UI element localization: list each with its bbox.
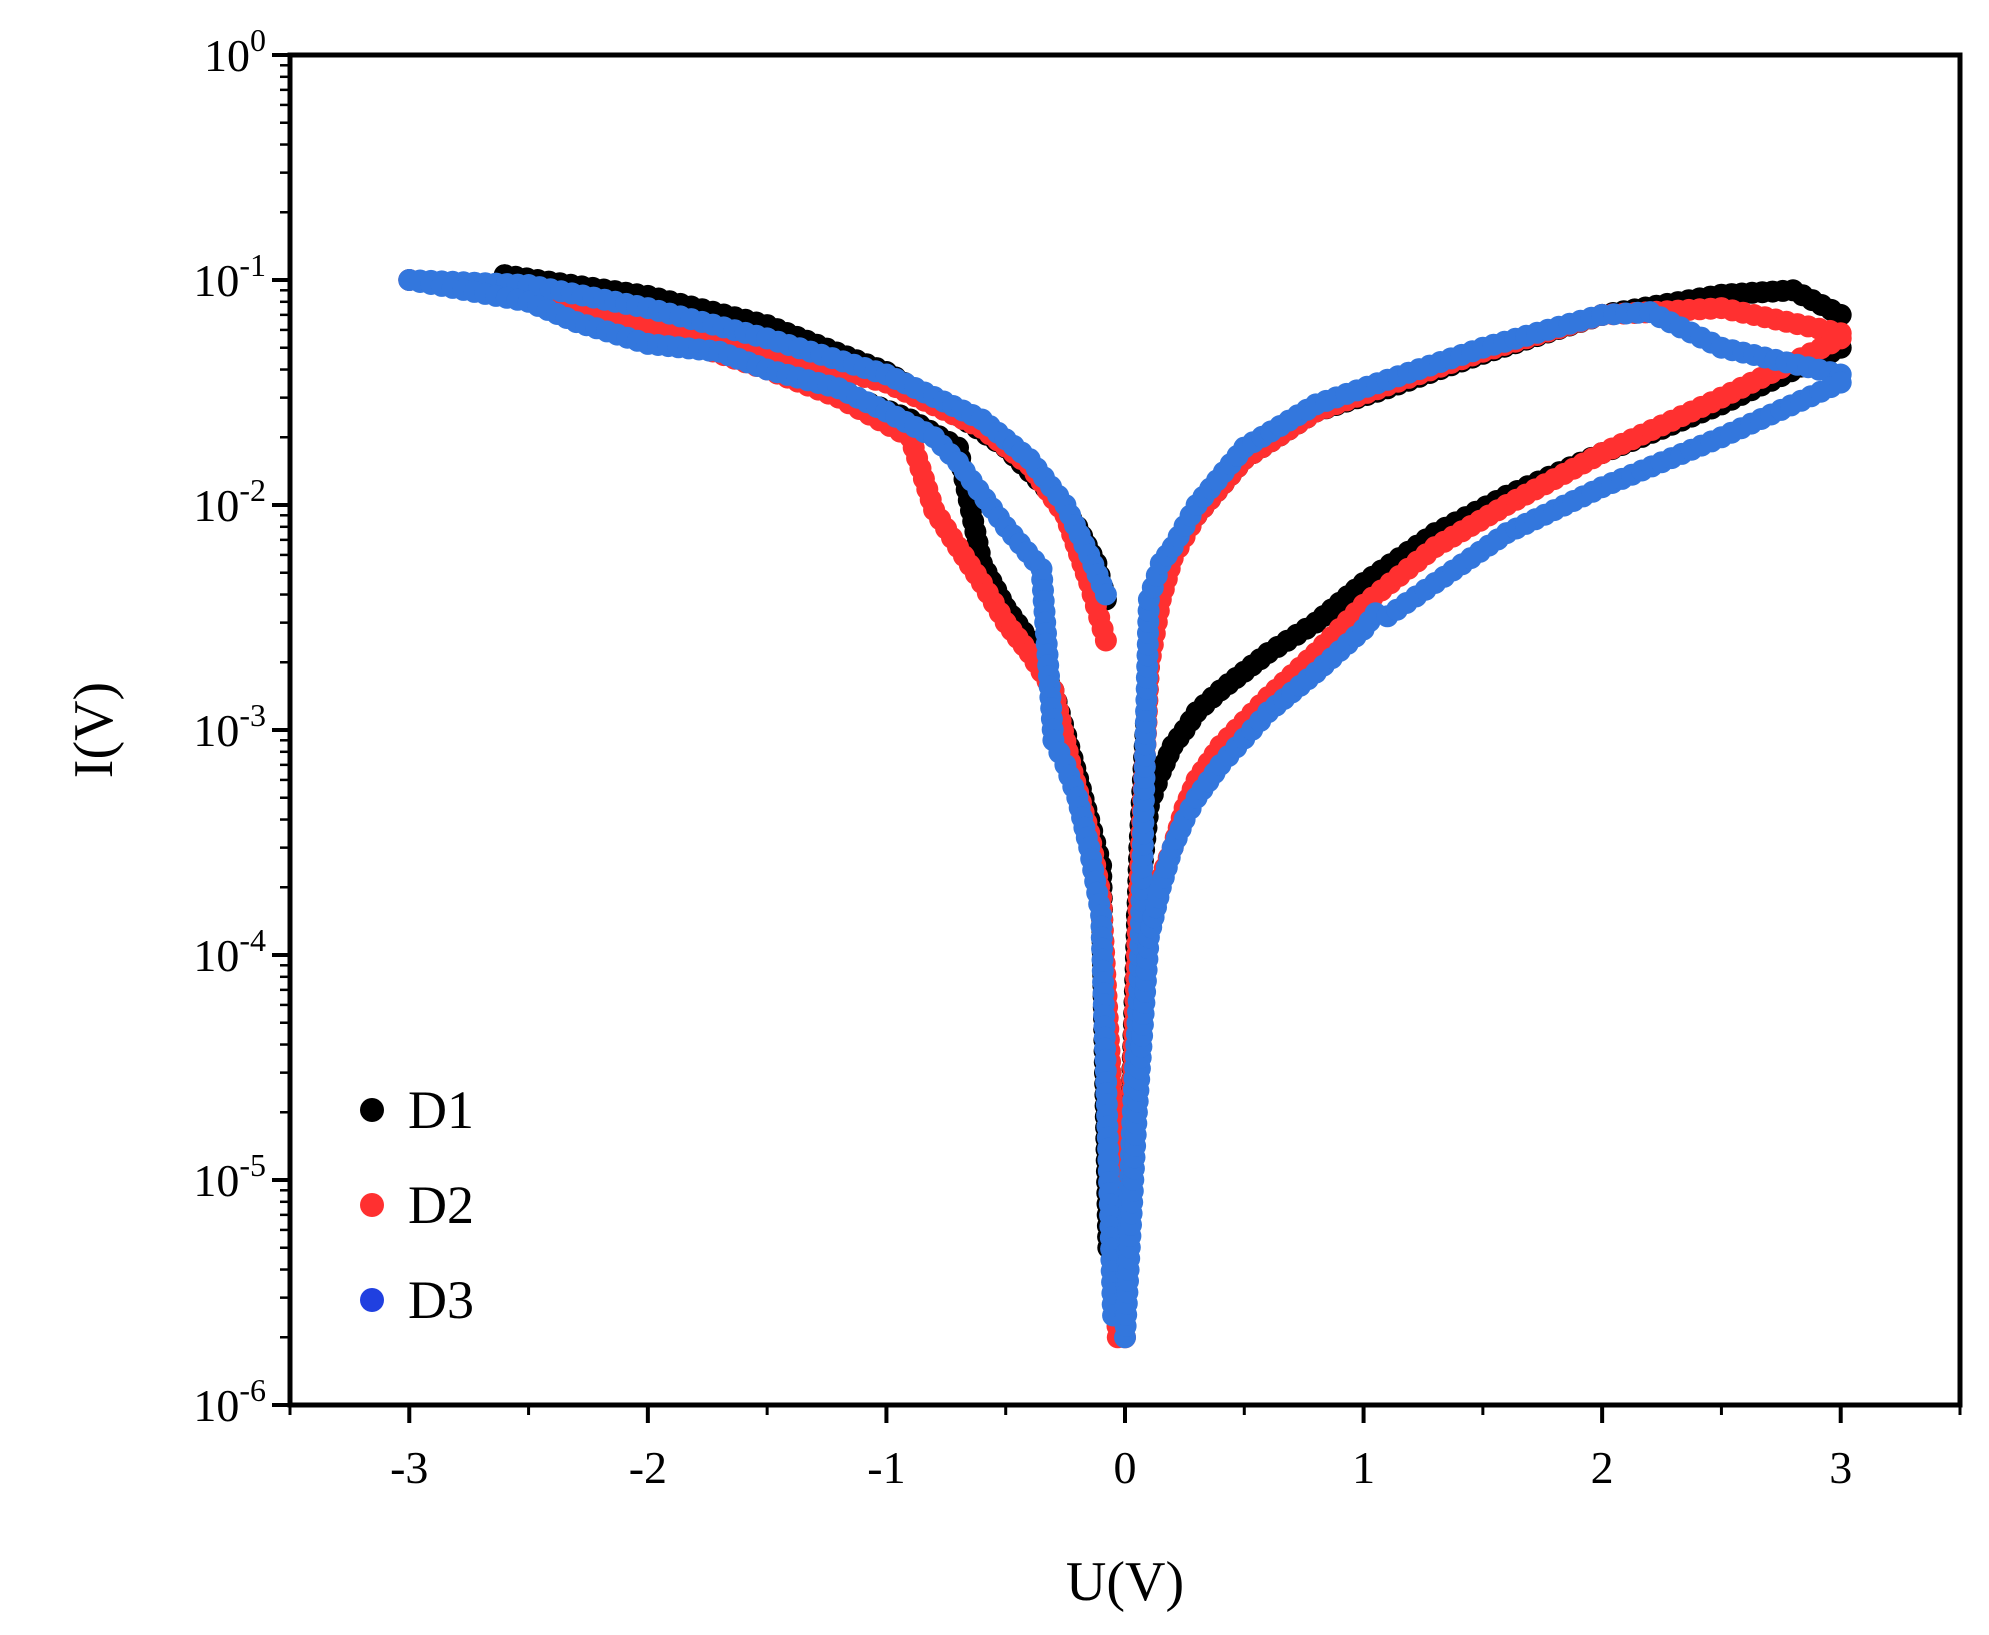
legend-marker-d3	[360, 1288, 384, 1312]
data-point-d1	[1829, 303, 1852, 326]
x-tick-label: 2	[1591, 1442, 1614, 1493]
legend: D1 D2 D3	[360, 1080, 474, 1330]
legend-marker-d2	[360, 1193, 384, 1217]
legend-label-d3: D3	[408, 1270, 474, 1330]
x-tick-label: 1	[1352, 1442, 1375, 1493]
legend-item-d3: D3	[360, 1270, 474, 1330]
x-tick-label: -2	[629, 1442, 667, 1493]
legend-item-d2: D2	[360, 1175, 474, 1235]
y-tick-label: 10-5	[193, 1147, 266, 1206]
data-point-d2	[1094, 629, 1117, 652]
data-point-d3	[1829, 371, 1852, 394]
x-tick-label: 0	[1114, 1442, 1137, 1493]
y-tick-label: 10-3	[193, 697, 266, 756]
y-tick-label: 10-6	[193, 1372, 266, 1431]
y-tick-label: 10-2	[193, 472, 266, 531]
legend-item-d1: D1	[360, 1080, 474, 1140]
x-tick-label: -1	[867, 1442, 905, 1493]
ticks-layer: -3 -2 -1 0 1 2 3 100 10-1 10-2 10-3 10-4 10-5 10-6	[193, 22, 1962, 1493]
x-tick-label: -3	[390, 1442, 428, 1493]
legend-label-d2: D2	[408, 1175, 474, 1235]
y-tick-label: 10-4	[193, 922, 266, 981]
legend-marker-d1	[360, 1098, 384, 1122]
x-axis-title: U(V)	[1066, 1551, 1184, 1613]
legend-label-d1: D1	[408, 1080, 474, 1140]
series-layer	[398, 264, 1852, 1349]
series-d1	[493, 264, 1852, 1276]
series-d3	[398, 269, 1852, 1349]
x-tick-label: 3	[1829, 1442, 1852, 1493]
y-tick-label: 100	[204, 22, 266, 81]
data-point-d3	[1094, 583, 1117, 606]
series-line-d1-1	[504, 273, 1115, 1253]
y-axis-title: I(V)	[63, 682, 125, 778]
y-tick-label: 10-1	[193, 247, 266, 306]
data-point-d2	[1829, 327, 1852, 350]
